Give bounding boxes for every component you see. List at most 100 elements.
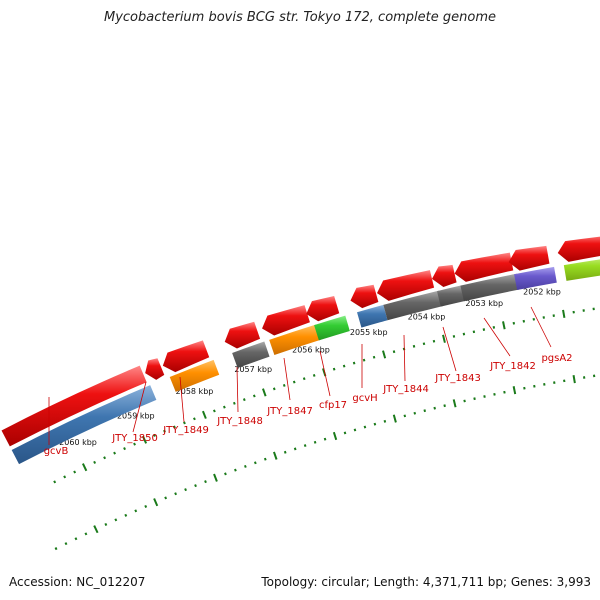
outer-tick-ring: [53, 307, 595, 484]
outer-tick: [312, 374, 316, 377]
outer-tick: [133, 442, 136, 446]
inner-tick-ring: [54, 374, 596, 551]
inner-tick: [174, 492, 177, 496]
inner-tick: [353, 428, 357, 432]
kbp-label: 2060 kbp: [59, 438, 97, 447]
outer-tick: [73, 470, 77, 474]
inner-tick: [54, 547, 58, 551]
outer-tick: [362, 358, 366, 362]
leader-line: [530, 306, 552, 348]
outer-tick: [163, 429, 166, 433]
inner-tick: [134, 509, 138, 513]
inner-tick: [104, 522, 108, 526]
inner-tick: [74, 537, 78, 541]
inner-tick: [234, 468, 237, 472]
outer-tick: [492, 326, 496, 329]
outer-tick: [462, 332, 466, 336]
inner-tick: [194, 484, 197, 488]
inner-tick: [463, 399, 466, 403]
outer-tick: [562, 309, 566, 318]
inner-tick: [392, 414, 397, 423]
gene-feature: [514, 266, 557, 290]
gene-feature: [145, 358, 165, 380]
inner-tick: [373, 422, 377, 426]
outer-tick: [482, 328, 486, 331]
gene-label: JTY_1849: [162, 425, 209, 436]
kbp-label: 2057 kbp: [234, 365, 272, 374]
gene-label: JTY_1848: [216, 416, 263, 427]
gene-features: [1, 236, 600, 465]
outer-tick: [502, 321, 506, 330]
outer-tick: [302, 377, 306, 381]
inner-tick: [493, 392, 496, 396]
gene-feature: [224, 321, 261, 349]
leader-line: [483, 317, 511, 357]
inner-tick: [383, 419, 387, 423]
outer-tick: [242, 398, 246, 402]
gene-label: JTY_1842: [489, 361, 536, 372]
inner-tick: [164, 496, 168, 500]
leader-line: [132, 381, 147, 433]
gene-feature: [431, 264, 457, 287]
inner-tick: [114, 518, 118, 522]
inner-tick: [313, 440, 317, 444]
gene-feature: [262, 305, 310, 336]
gene-feature: [11, 385, 157, 465]
outer-tick: [432, 339, 436, 343]
gene-feature: [508, 245, 550, 271]
outer-tick: [452, 334, 456, 338]
kbp-label: 2056 kbp: [292, 345, 330, 354]
gene-label: cfp17: [319, 400, 347, 411]
inner-tick: [293, 447, 297, 451]
gene-feature: [314, 315, 350, 341]
genome-title: Mycobacterium bovis BCG str. Tokyo 172, …: [104, 10, 496, 25]
gene-feature: [376, 270, 435, 301]
kbp-label: 2058 kbp: [176, 387, 214, 396]
inner-tick: [84, 532, 88, 536]
outer-tick: [342, 364, 346, 368]
gene-label: gcvB: [44, 446, 69, 457]
inner-tick: [283, 450, 287, 454]
inner-tick: [343, 431, 347, 435]
inner-tick: [332, 431, 338, 441]
outer-tick: [252, 394, 256, 398]
outer-tick: [232, 401, 236, 405]
inner-tick: [443, 404, 446, 408]
gene-feature: [169, 359, 220, 392]
inner-tick: [413, 411, 417, 415]
outer-tick: [202, 410, 207, 419]
inner-tick: [272, 451, 278, 460]
gene-feature: [454, 252, 514, 282]
kbp-label: 2053 kbp: [465, 299, 503, 308]
accession-info: Accession: NC_012207: [9, 575, 146, 589]
outer-tick: [193, 417, 196, 421]
inner-tick: [572, 375, 576, 384]
outer-tick: [262, 388, 267, 397]
outer-tick: [141, 435, 148, 444]
gene-feature: [350, 284, 379, 309]
outer-tick: [382, 350, 387, 359]
inner-tick: [263, 457, 267, 461]
kbp-scale: 2060 kbp 2059 kbp 2058 kbp 2057 kbp 2056 kbp…: [59, 287, 561, 446]
inner-tick: [93, 525, 99, 534]
kbp-label: 2059 kbp: [117, 411, 155, 420]
gene-feature: [383, 290, 443, 321]
gene-label: gcvH: [352, 393, 377, 404]
outer-tick: [93, 460, 97, 464]
leader-line: [319, 350, 331, 397]
outer-tick: [372, 355, 376, 359]
gene-label: JTY_1847: [266, 406, 313, 417]
inner-tick: [204, 480, 207, 484]
outer-tick: [442, 334, 446, 343]
gene-feature: [1, 365, 147, 447]
inner-tick: [512, 386, 517, 395]
outer-tick: [422, 342, 426, 346]
inner-tick: [224, 472, 227, 476]
outer-tick: [223, 405, 226, 409]
outer-tick: [472, 330, 476, 334]
kbp-label: 2055 kbp: [350, 328, 388, 337]
outer-tick: [332, 367, 336, 371]
kbp-label: 2054 kbp: [408, 312, 446, 321]
inner-tick: [213, 473, 218, 482]
gene-feature: [306, 295, 340, 322]
